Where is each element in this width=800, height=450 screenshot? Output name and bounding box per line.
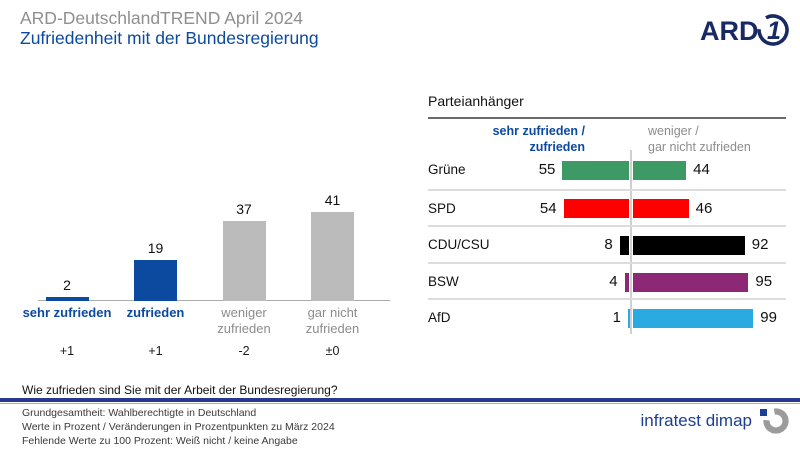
- value-right: 92: [751, 236, 769, 254]
- value-right: 46: [695, 199, 713, 217]
- infratest-dimap-wordmark: infratest dimap: [640, 411, 753, 430]
- page-title: Zufriedenheit mit der Bundesregierung: [20, 28, 319, 48]
- report-title: ARD-DeutschlandTREND April 2024: [20, 8, 304, 28]
- party-rows: Grüne 55 44 SPD 54 46 CDU/CSU 8 92 BSW 4 95 AfD 1 99: [428, 152, 786, 352]
- infratest-dimap-icon: [760, 408, 789, 434]
- party-label: AfD: [428, 310, 451, 326]
- change-label: ±0: [325, 344, 340, 358]
- bar-right-segment: [632, 160, 687, 180]
- value-left: 1: [612, 309, 621, 327]
- party-supporters-panel: Parteianhänger sehr zufrieden / zufriede…: [428, 90, 786, 352]
- change-label: +1: [59, 344, 75, 358]
- bar: [45, 296, 89, 301]
- footnote-missing: Fehlende Werte zu 100 Prozent: Weiß nich…: [22, 434, 298, 447]
- change-label: -2: [238, 344, 250, 358]
- legend-satisfied-line1: sehr zufrieden /: [492, 124, 585, 138]
- category-label: zufrieden: [126, 305, 185, 320]
- bar-left-segment: [624, 272, 630, 292]
- legend-unsatisfied: weniger / gar nicht zufrieden: [648, 123, 786, 156]
- value-left: 55: [538, 161, 556, 178]
- party-label: BSW: [428, 273, 459, 289]
- panel-title: Parteianhänger: [428, 93, 524, 109]
- bar-left-segment: [563, 199, 630, 219]
- party-row: CDU/CSU 8 92: [428, 225, 786, 264]
- category-label: gar nicht zufrieden: [305, 305, 360, 336]
- bar-left-segment: [619, 235, 630, 255]
- panel-title-rule: [428, 117, 786, 119]
- bar-value-label: 19: [147, 239, 164, 256]
- bar-right-segment: [632, 235, 745, 255]
- bar-value-label: 2: [63, 276, 71, 293]
- ard-logo: ARD 1: [700, 9, 792, 56]
- center-axis-line: [630, 150, 632, 334]
- party-label: SPD: [428, 200, 456, 216]
- category-label: sehr zufrieden: [22, 305, 112, 320]
- infratest-dimap-logo: infratest dimap: [560, 406, 790, 436]
- footnote-population: Grundgesamtheit: Wahlberechtigte in Deut…: [22, 407, 257, 419]
- footer-blue-rule: [0, 398, 800, 402]
- value-right: 95: [755, 272, 773, 290]
- value-left: 8: [604, 236, 613, 254]
- footer-gray-rule: [0, 402, 800, 404]
- bar: [311, 212, 354, 301]
- party-row: SPD 54 46: [428, 188, 786, 228]
- value-left: 4: [609, 272, 618, 290]
- legend-unsatisfied-line1: weniger /: [648, 124, 699, 138]
- ard-one-icon: 1: [767, 17, 781, 45]
- survey-question: Wie zufrieden sind Sie mit der Arbeit de…: [22, 383, 338, 397]
- bar-right-segment: [632, 309, 754, 329]
- x-axis-line: [38, 300, 390, 301]
- party-row: AfD 1 99: [428, 298, 786, 337]
- party-row: Grüne 55 44: [428, 152, 786, 189]
- ard-logo-text: ARD: [700, 16, 759, 46]
- party-label: CDU/CSU: [428, 237, 490, 253]
- ard-logo-icon: ARD 1: [700, 14, 789, 46]
- bar-right-segment: [632, 199, 689, 219]
- legend-satisfied: sehr zufrieden / zufrieden: [428, 123, 585, 156]
- bar-right-segment: [632, 272, 749, 292]
- bar-value-label: 37: [236, 200, 252, 217]
- bar-left-segment: [628, 309, 630, 329]
- bar: [222, 220, 266, 301]
- change-label: +1: [148, 344, 163, 358]
- footnotes: Grundgesamtheit: Wahlberechtigte in Deut…: [22, 407, 335, 449]
- value-right: 44: [693, 161, 710, 178]
- footnote-values: Werte in Prozent / Veränderungen in Proz…: [22, 420, 335, 433]
- bar-value-label: 41: [324, 192, 341, 209]
- party-row: BSW 4 95: [428, 261, 786, 301]
- bar: [134, 259, 177, 301]
- category-label: weniger zufrieden: [217, 305, 271, 336]
- legend-satisfied-line2: zufrieden: [529, 140, 585, 155]
- party-label: Grüne: [428, 162, 466, 177]
- legend-unsatisfied-line2: gar nicht zufrieden: [648, 140, 751, 155]
- value-left: 54: [539, 199, 557, 217]
- bar-left-segment: [562, 160, 630, 180]
- value-right: 99: [760, 309, 777, 327]
